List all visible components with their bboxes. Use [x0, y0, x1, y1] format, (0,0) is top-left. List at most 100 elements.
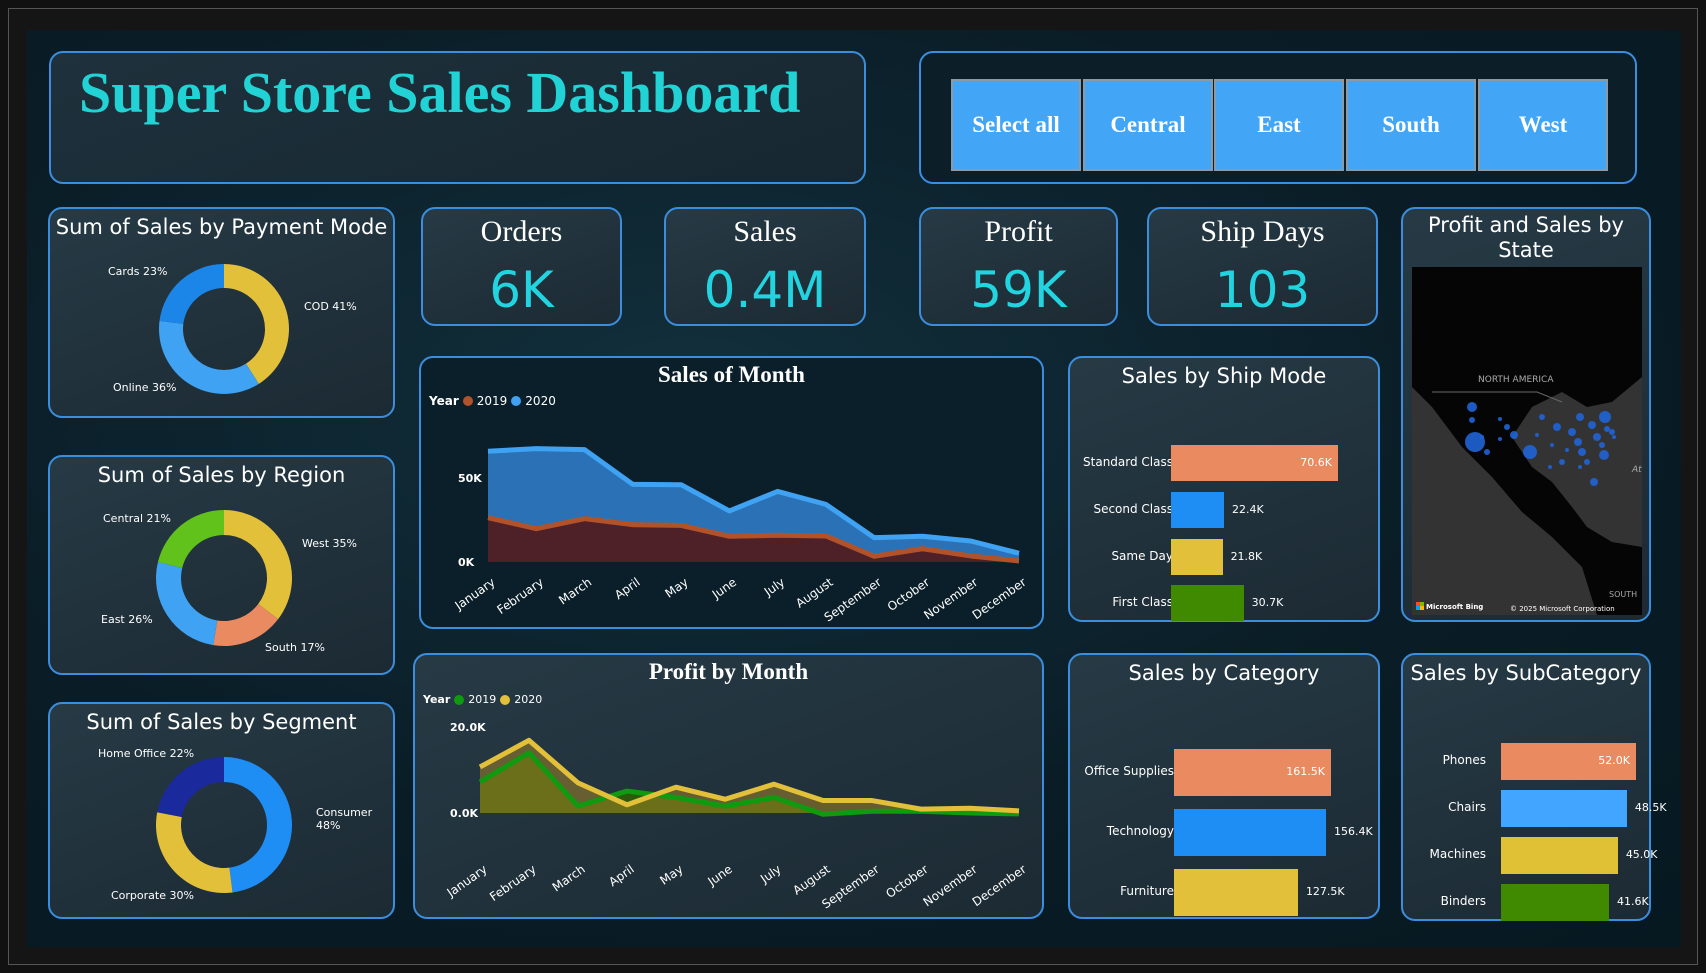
state-bubble[interactable]	[1599, 450, 1609, 460]
series-line-2019[interactable]	[487, 515, 1020, 564]
x-tick-label: May	[662, 575, 690, 601]
slicer-select-all[interactable]: Select all	[951, 79, 1081, 171]
legend-item[interactable]: 2020	[514, 693, 543, 706]
donut-slice-east[interactable]	[156, 561, 218, 646]
segment-donut-card: Sum of Sales by Segment Home Office 22% …	[48, 702, 395, 919]
kpi-label: Profit	[984, 215, 1053, 248]
state-bubble[interactable]	[1584, 459, 1590, 465]
state-bubble[interactable]	[1578, 465, 1582, 469]
state-bubble[interactable]	[1590, 478, 1598, 486]
state-bubble[interactable]	[1565, 448, 1569, 452]
donut-slice-south[interactable]	[213, 604, 279, 646]
state-bubble[interactable]	[1523, 445, 1537, 459]
donut-slice-cards[interactable]	[159, 264, 224, 324]
state-bubble[interactable]	[1612, 435, 1616, 439]
bar[interactable]	[1501, 789, 1627, 827]
state-bubble[interactable]	[1550, 443, 1554, 447]
bar[interactable]	[1174, 868, 1298, 916]
state-bubble[interactable]	[1539, 414, 1545, 420]
state-bubble[interactable]	[1553, 423, 1561, 431]
state-bubble[interactable]	[1498, 437, 1502, 441]
donut-slice-home-office[interactable]	[157, 757, 224, 817]
category-card: Sales by Category Office Supplies 161.5K T…	[1068, 653, 1380, 919]
state-bubble[interactable]	[1469, 417, 1475, 423]
legend-item[interactable]: 2019	[468, 693, 497, 706]
legend-item[interactable]: 2019	[476, 394, 508, 408]
state-bubble[interactable]	[1593, 433, 1601, 441]
state-bubble[interactable]	[1599, 411, 1611, 423]
state-bubble[interactable]	[1559, 459, 1565, 465]
chart-title: Sum of Sales by Segment	[86, 710, 357, 734]
legend-item[interactable]: 2020	[525, 394, 556, 408]
bar[interactable]	[1171, 539, 1223, 575]
state-bubble[interactable]	[1510, 431, 1518, 439]
slice-label: Consumer 48%	[316, 806, 373, 832]
slicer-east[interactable]: East	[1214, 79, 1344, 171]
state-bubble[interactable]	[1578, 448, 1586, 456]
slicer-south[interactable]: South	[1346, 79, 1476, 171]
bar[interactable]	[1171, 585, 1244, 621]
state-bubble[interactable]	[1548, 465, 1552, 469]
region-donut-card: Sum of Sales by Region Central 21% West …	[48, 455, 395, 675]
state-bubble[interactable]	[1535, 433, 1539, 437]
chart-title: Sum of Sales by Region	[97, 463, 346, 487]
state-bubble[interactable]	[1480, 435, 1484, 439]
bar-category-label: Chairs	[1448, 800, 1486, 814]
map-provider: Microsoft Bing	[1426, 603, 1483, 611]
series-line-2019[interactable]	[478, 750, 1020, 817]
y-tick-label: 0.0K	[450, 807, 478, 820]
donut-slice-central[interactable]	[157, 510, 224, 568]
x-tick-label: January	[452, 575, 498, 613]
bar[interactable]	[1171, 445, 1338, 481]
bar[interactable]	[1501, 883, 1609, 921]
state-bubble[interactable]	[1568, 428, 1576, 436]
kpi-value: 103	[1214, 261, 1311, 319]
state-bubble[interactable]	[1484, 449, 1490, 455]
bar[interactable]	[1174, 748, 1331, 796]
donut-slice-corporate[interactable]	[156, 812, 233, 893]
state-bubble[interactable]	[1576, 413, 1584, 421]
bar-category-label: Standard Class	[1083, 455, 1173, 469]
bar[interactable]	[1174, 808, 1327, 856]
slice-label: South 17%	[265, 641, 325, 654]
bar[interactable]	[1501, 742, 1636, 780]
bar[interactable]	[1171, 492, 1224, 528]
state-bubble[interactable]	[1588, 421, 1596, 429]
state-bubble[interactable]	[1574, 438, 1582, 446]
series-line-2020[interactable]	[487, 446, 1020, 556]
state-bubble[interactable]	[1609, 429, 1615, 435]
series-line-2020[interactable]	[478, 737, 1020, 814]
bar-category-label: Binders	[1440, 894, 1486, 908]
state-bubble[interactable]	[1498, 417, 1502, 421]
donut-slice-online[interactable]	[159, 320, 259, 394]
bing-map[interactable]: NORTH AMERICA SOUTH At Microsoft Bing © …	[1412, 267, 1642, 615]
slice-label: West 35%	[302, 537, 357, 550]
x-tick-label: November	[921, 862, 980, 909]
legend-title: Year	[423, 693, 451, 706]
state-bubble[interactable]	[1467, 402, 1477, 412]
slicer-west[interactable]: West	[1478, 79, 1608, 171]
legend-dot-2020	[511, 396, 522, 406]
state-bubble[interactable]	[1599, 442, 1605, 448]
chart-title: Sum of Sales by Payment Mode	[55, 215, 388, 239]
chart-title: Profit by Month	[648, 659, 809, 684]
y-tick-label: 0K	[458, 556, 475, 569]
x-tick-label: August	[793, 575, 836, 611]
region-slicer: Select all Central East South West	[919, 51, 1637, 184]
area-fill-2019	[488, 517, 1019, 562]
donut-slice-west[interactable]	[224, 510, 292, 620]
donut-slice-cod[interactable]	[224, 264, 289, 384]
x-tick-label: December	[970, 862, 1029, 909]
state-bubble[interactable]	[1504, 424, 1510, 430]
state-bubble[interactable]	[1604, 426, 1610, 432]
bar-category-label: First Class	[1112, 595, 1173, 609]
bar[interactable]	[1501, 836, 1618, 874]
slicer-central[interactable]: Central	[1083, 79, 1213, 171]
donut-slice-consumer[interactable]	[224, 757, 293, 893]
profit-by-month-card: Profit by Month Year 2019 2020 0.0K 20.0K…	[413, 653, 1044, 919]
x-tick-label: June	[704, 862, 734, 889]
kpi-label: Ship Days	[1200, 215, 1325, 248]
chart-legend: Year 2019 2020	[429, 394, 556, 408]
payment-mode-donut-card: Sum of Sales by Payment Mode Cards 23% C…	[48, 207, 395, 418]
